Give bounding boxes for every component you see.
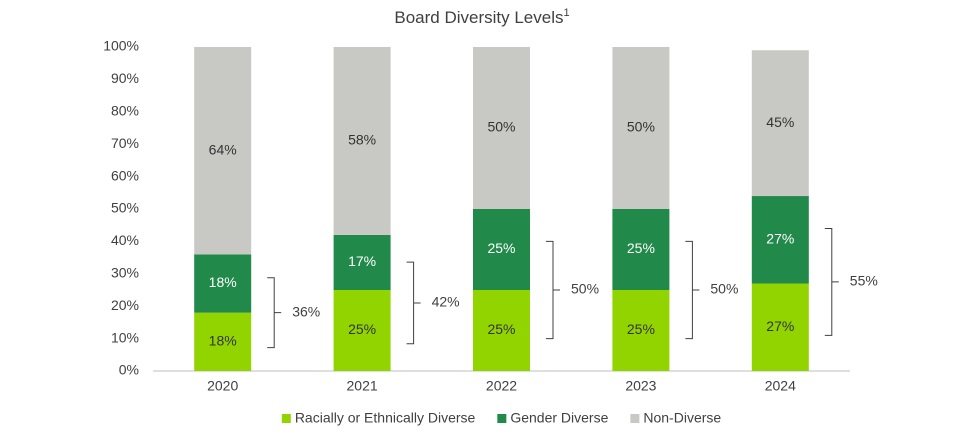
legend-label: Gender Diverse bbox=[510, 410, 608, 426]
legend-swatch bbox=[630, 414, 640, 423]
y-tick-label: 50% bbox=[111, 200, 139, 216]
bracket bbox=[685, 240, 700, 340]
data-label: 25% bbox=[487, 240, 515, 256]
bar-segment bbox=[333, 234, 391, 290]
y-tick-label: 90% bbox=[111, 70, 139, 86]
bar-segment bbox=[333, 47, 391, 235]
bracket bbox=[406, 261, 421, 345]
bar-segment bbox=[751, 283, 809, 371]
legend-swatch bbox=[497, 414, 507, 423]
x-tick-label: 2021 bbox=[347, 378, 378, 394]
legend-label: Racially or Ethnically Diverse bbox=[295, 410, 476, 426]
bar-segment bbox=[473, 209, 530, 290]
data-label: 25% bbox=[627, 240, 655, 256]
bracket bbox=[546, 240, 560, 340]
title-text: Board Diversity Levels bbox=[394, 8, 563, 27]
total-label: 50% bbox=[710, 281, 738, 297]
legend-swatch bbox=[281, 414, 291, 423]
bar-segment bbox=[333, 290, 391, 371]
chart-title: Board Diversity Levels1 bbox=[394, 7, 569, 28]
total-label: 50% bbox=[571, 281, 599, 297]
y-tick-label: 10% bbox=[111, 329, 139, 345]
bar-segment bbox=[751, 196, 809, 284]
data-label: 27% bbox=[766, 318, 794, 334]
bar-segment bbox=[194, 312, 252, 371]
data-label: 18% bbox=[209, 274, 237, 290]
total-label: 36% bbox=[292, 303, 320, 319]
data-label: 27% bbox=[766, 230, 794, 246]
legend-label: Non-Diverse bbox=[643, 410, 721, 426]
data-label: 45% bbox=[766, 114, 794, 130]
y-tick-label: 100% bbox=[103, 38, 139, 54]
y-tick-label: 60% bbox=[111, 167, 139, 183]
bracket bbox=[824, 227, 839, 336]
data-label: 25% bbox=[487, 321, 515, 337]
data-label: 17% bbox=[348, 253, 376, 269]
data-label: 50% bbox=[487, 119, 515, 135]
total-label: 42% bbox=[432, 294, 460, 310]
y-tick-label: 20% bbox=[111, 297, 139, 313]
data-label: 25% bbox=[348, 321, 376, 337]
x-tick-label: 2022 bbox=[486, 378, 517, 394]
bar-segment bbox=[473, 47, 530, 209]
data-label: 64% bbox=[209, 141, 237, 157]
bar-segment bbox=[612, 47, 670, 209]
bar-segment bbox=[473, 290, 530, 371]
y-tick-label: 0% bbox=[119, 362, 139, 378]
bar-segment bbox=[612, 209, 670, 290]
bar-segment bbox=[194, 254, 252, 313]
bar-segment bbox=[751, 50, 809, 197]
y-tick-label: 30% bbox=[111, 265, 139, 281]
x-tick-label: 2020 bbox=[207, 378, 238, 394]
total-label: 55% bbox=[850, 273, 878, 289]
y-tick-label: 80% bbox=[111, 103, 139, 119]
data-label: 50% bbox=[627, 119, 655, 135]
y-tick-label: 40% bbox=[111, 232, 139, 248]
bracket bbox=[267, 277, 282, 349]
data-label: 18% bbox=[209, 333, 237, 349]
bar-segment bbox=[194, 47, 252, 255]
x-tick-label: 2024 bbox=[765, 378, 796, 394]
y-tick-label: 70% bbox=[111, 135, 139, 151]
x-tick-label: 2023 bbox=[625, 378, 656, 394]
legend: Racially or Ethnically Diverse Gender Div… bbox=[281, 410, 721, 426]
bar-segment bbox=[612, 290, 670, 371]
data-label: 58% bbox=[348, 132, 376, 148]
title-superscript: 1 bbox=[564, 7, 570, 19]
data-label: 25% bbox=[627, 321, 655, 337]
